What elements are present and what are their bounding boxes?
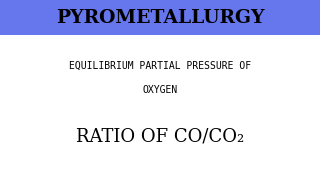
Text: RATIO OF CO/CO₂: RATIO OF CO/CO₂ <box>76 128 244 146</box>
Text: PYROMETALLURGY: PYROMETALLURGY <box>56 8 264 27</box>
Text: OXYGEN: OXYGEN <box>142 85 178 95</box>
Bar <box>0 0 320 35</box>
Text: EQUILIBRIUM PARTIAL PRESSURE OF: EQUILIBRIUM PARTIAL PRESSURE OF <box>69 61 251 71</box>
